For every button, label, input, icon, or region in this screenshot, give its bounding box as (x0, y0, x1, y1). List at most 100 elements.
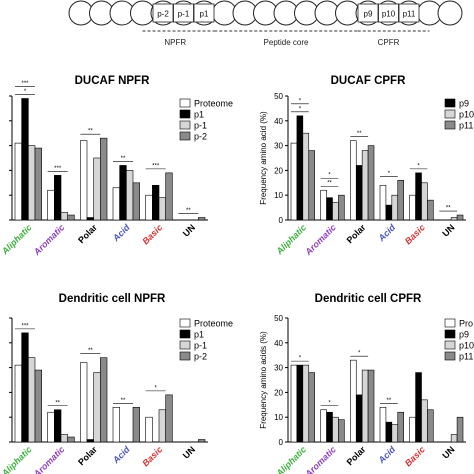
category-label: Aromatic (303, 444, 338, 474)
bar (415, 372, 422, 443)
bar (367, 145, 375, 221)
bar (34, 147, 42, 221)
bar (60, 212, 68, 221)
bar (427, 199, 434, 221)
bar (326, 197, 333, 221)
residue-label: p-1 (178, 10, 190, 19)
peptide-diagram: p-2 p-1 p1 p9 p10 p11 NPFR Peptide core CPFR (68, 0, 463, 47)
category-label: Aromatic (31, 222, 66, 257)
significance-label: ** (55, 400, 60, 406)
bar (302, 132, 310, 221)
bar (421, 399, 428, 443)
y-tick-label: 40 (274, 117, 283, 126)
bar (119, 165, 127, 221)
bar (361, 369, 369, 443)
significance-label: ** (387, 398, 392, 404)
significance-label: * (328, 173, 331, 179)
bar (308, 372, 315, 443)
bar (132, 182, 140, 221)
residue-label-box (152, 3, 174, 23)
bar (296, 364, 304, 443)
bar (14, 364, 22, 443)
significance-label: * (299, 98, 302, 104)
legend-label: p9 (459, 330, 469, 340)
bar (80, 362, 88, 443)
bar (308, 150, 315, 221)
legend-label: p-2 (194, 132, 207, 142)
residue-label: p1 (200, 10, 209, 19)
residue-label-box (398, 3, 420, 23)
bar (67, 214, 75, 221)
bar (450, 434, 458, 443)
bar (93, 157, 101, 221)
residue-label-box (357, 3, 379, 23)
bar (93, 372, 101, 443)
y-tick-label: 30 (274, 364, 283, 373)
peptide-residue-circle (437, 0, 463, 26)
category-label: Acid (376, 222, 398, 244)
bar (54, 409, 62, 443)
bar (158, 409, 166, 443)
bar (391, 194, 399, 221)
bar (397, 411, 404, 443)
chart-title: Dendritic cell NPFR (59, 293, 166, 305)
category-label: Polar (76, 444, 99, 467)
significance-label: * (154, 385, 157, 391)
category-label: Polar (76, 222, 99, 245)
bar (100, 137, 108, 221)
legend-swatch (444, 98, 456, 108)
category-label: Acid (110, 222, 132, 244)
category-label: Aliphatic (274, 222, 309, 257)
bar (379, 406, 387, 443)
category-label: Aliphatic (0, 444, 34, 474)
bar (332, 416, 339, 443)
bar (421, 182, 428, 221)
bar (379, 184, 387, 221)
bar (302, 364, 310, 443)
y-tick-label: 10 (274, 413, 283, 422)
bar (296, 115, 304, 221)
legend-label: p11 (459, 352, 473, 362)
y-tick-label: 40 (274, 339, 283, 348)
legend-swatch (179, 109, 191, 119)
legend-swatch (444, 329, 456, 339)
bar (47, 189, 55, 221)
bar (350, 359, 357, 443)
bar (80, 140, 88, 221)
bar (152, 184, 160, 221)
bar (28, 357, 36, 443)
significance-label: * (328, 400, 331, 406)
significance-label: * (299, 106, 302, 112)
category-label: Acid (110, 444, 132, 466)
significance-label: ** (88, 348, 93, 354)
bar (350, 140, 357, 221)
category-label: UN (181, 222, 197, 238)
bar (28, 145, 36, 221)
legend-label: p1 (194, 110, 204, 120)
residue-label: p11 (403, 10, 416, 19)
bar (450, 217, 458, 221)
y-axis-label: Frequency amino acids (%) (259, 331, 268, 429)
significance-label: * (388, 171, 391, 177)
category-label: Aliphatic (274, 444, 309, 474)
y-tick-label: 0 (279, 216, 284, 225)
bar (385, 204, 393, 221)
bar (165, 394, 173, 443)
bar (338, 419, 345, 443)
significance-label: ** (121, 156, 126, 162)
bar (60, 434, 68, 443)
bar (145, 416, 153, 443)
bar (14, 142, 22, 221)
bar (355, 165, 363, 221)
bar (332, 202, 339, 221)
bar (165, 172, 173, 221)
legend-swatch (444, 318, 456, 328)
bar (126, 170, 134, 221)
legend-swatch (179, 318, 191, 328)
category-label: Basic (140, 222, 164, 246)
category-label: Polar (345, 222, 368, 245)
bar (456, 416, 464, 443)
significance-label: * (358, 351, 361, 357)
